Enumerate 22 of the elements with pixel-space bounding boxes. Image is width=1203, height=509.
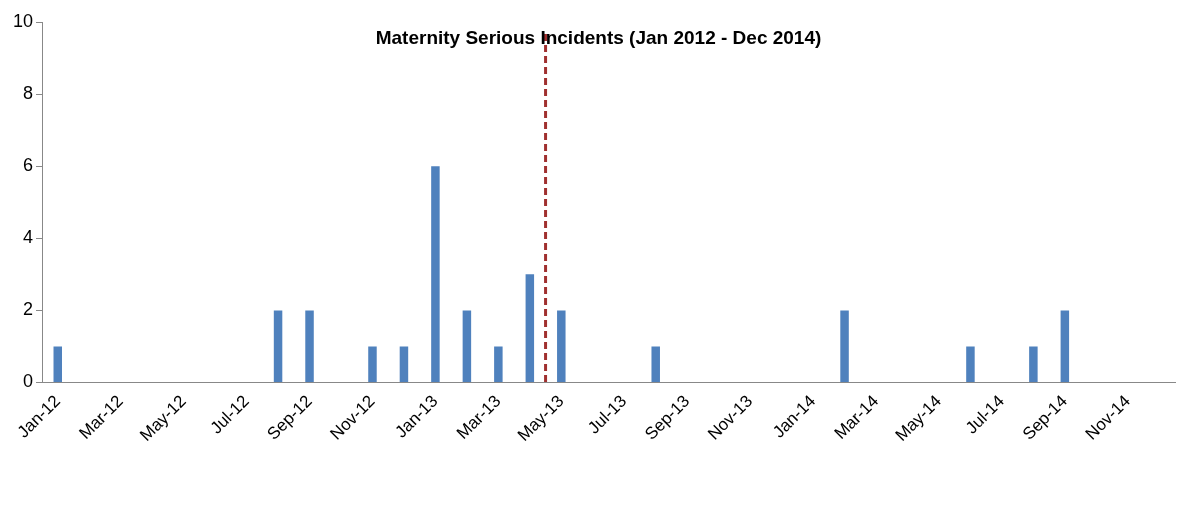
y-tick-label: 8 xyxy=(23,83,34,104)
bar xyxy=(305,310,314,382)
bar xyxy=(966,346,975,382)
y-tick-label: 0 xyxy=(23,371,34,392)
bar xyxy=(399,346,409,382)
y-tick-label: 6 xyxy=(23,155,34,176)
y-tick-label: 10 xyxy=(12,10,34,31)
y-tick-label: 4 xyxy=(23,227,34,248)
bar xyxy=(494,346,503,382)
chart-title: Maternity Serious Incidents (Jan 2012 - Dec 2014) xyxy=(375,27,822,49)
bar xyxy=(431,166,440,382)
bar xyxy=(1029,346,1038,382)
bar xyxy=(557,310,566,382)
bar xyxy=(525,274,535,382)
bar xyxy=(462,310,472,382)
bar xyxy=(53,346,63,382)
bar xyxy=(840,310,849,382)
bar xyxy=(273,310,283,382)
bar xyxy=(651,346,660,382)
y-tick-label: 2 xyxy=(23,299,34,320)
bar xyxy=(1060,310,1070,382)
bar xyxy=(368,346,377,382)
